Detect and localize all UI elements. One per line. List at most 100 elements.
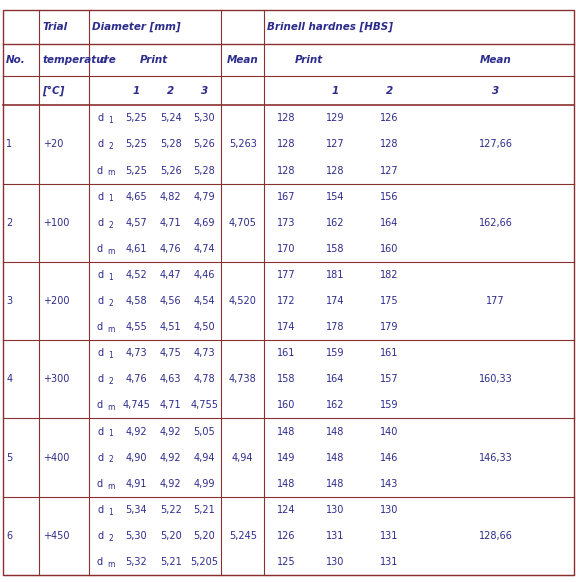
Text: 4,94: 4,94 xyxy=(232,453,253,463)
Text: 5,245: 5,245 xyxy=(229,531,257,541)
Text: 170: 170 xyxy=(277,244,295,254)
Text: 174: 174 xyxy=(277,322,295,332)
Text: 167: 167 xyxy=(277,191,295,202)
Text: 4,76: 4,76 xyxy=(126,374,147,384)
Text: 148: 148 xyxy=(326,478,344,489)
Text: 159: 159 xyxy=(380,400,399,410)
Text: 148: 148 xyxy=(277,427,295,436)
Text: +20: +20 xyxy=(43,140,63,150)
Text: 4,61: 4,61 xyxy=(126,244,147,254)
Text: 4,57: 4,57 xyxy=(126,218,147,228)
Text: 5: 5 xyxy=(6,453,13,463)
Text: 1: 1 xyxy=(108,116,113,125)
Text: 160: 160 xyxy=(380,244,399,254)
Text: d: d xyxy=(97,218,103,228)
Text: 4,73: 4,73 xyxy=(194,348,215,359)
Text: 1: 1 xyxy=(108,430,113,438)
Text: 128,66: 128,66 xyxy=(479,531,513,541)
Text: 4,69: 4,69 xyxy=(194,218,215,228)
Text: 128: 128 xyxy=(325,165,344,176)
Text: 4,520: 4,520 xyxy=(229,296,257,306)
Text: 162: 162 xyxy=(325,400,344,410)
Text: 4,755: 4,755 xyxy=(190,400,218,410)
Text: 177: 177 xyxy=(277,270,295,280)
Text: 4,92: 4,92 xyxy=(126,427,147,436)
Text: Print: Print xyxy=(295,55,324,65)
Text: +300: +300 xyxy=(43,374,69,384)
Text: 1: 1 xyxy=(6,140,13,150)
Text: 173: 173 xyxy=(277,218,295,228)
Text: 4,51: 4,51 xyxy=(160,322,181,332)
Text: 5,28: 5,28 xyxy=(194,165,215,176)
Text: 149: 149 xyxy=(277,453,295,463)
Text: m: m xyxy=(108,325,115,334)
Text: 154: 154 xyxy=(325,191,344,202)
Text: 162,66: 162,66 xyxy=(479,218,513,228)
Text: 148: 148 xyxy=(326,453,344,463)
Text: d: d xyxy=(97,478,103,489)
Text: 128: 128 xyxy=(277,165,295,176)
Text: 126: 126 xyxy=(277,531,295,541)
Text: 5,25: 5,25 xyxy=(126,165,147,176)
Text: 4,94: 4,94 xyxy=(194,453,215,463)
Text: 129: 129 xyxy=(325,113,344,123)
Text: 5,20: 5,20 xyxy=(160,531,181,541)
Text: 4,71: 4,71 xyxy=(160,400,181,410)
Text: 4,99: 4,99 xyxy=(194,478,215,489)
Text: 5,05: 5,05 xyxy=(194,427,215,436)
Text: 2: 2 xyxy=(386,86,393,96)
Text: 1: 1 xyxy=(108,273,113,282)
Text: 161: 161 xyxy=(277,348,295,359)
Text: d: d xyxy=(97,400,103,410)
Text: d: d xyxy=(97,113,103,123)
Text: 126: 126 xyxy=(380,113,399,123)
Text: 128: 128 xyxy=(277,113,295,123)
Text: 4,76: 4,76 xyxy=(160,244,181,254)
Text: m: m xyxy=(108,560,115,569)
Text: 4,74: 4,74 xyxy=(194,244,215,254)
Text: d: d xyxy=(97,557,103,567)
Text: d: d xyxy=(97,453,103,463)
Text: 5,20: 5,20 xyxy=(194,531,215,541)
Text: d: d xyxy=(97,531,103,541)
Text: 148: 148 xyxy=(326,427,344,436)
Text: 158: 158 xyxy=(325,244,344,254)
Text: 2: 2 xyxy=(167,86,175,96)
Text: 5,24: 5,24 xyxy=(160,113,181,123)
Text: 164: 164 xyxy=(380,218,399,228)
Text: 146,33: 146,33 xyxy=(479,453,513,463)
Text: d: d xyxy=(97,374,103,384)
Text: d: d xyxy=(97,165,103,176)
Text: d: d xyxy=(97,296,103,306)
Text: 4,73: 4,73 xyxy=(126,348,147,359)
Text: d: d xyxy=(97,191,103,202)
Text: 4,47: 4,47 xyxy=(160,270,181,280)
Text: 4,56: 4,56 xyxy=(160,296,181,306)
Text: 5,26: 5,26 xyxy=(194,140,215,150)
Text: 4,82: 4,82 xyxy=(160,191,181,202)
Text: 4,50: 4,50 xyxy=(194,322,215,332)
Text: 2: 2 xyxy=(108,456,113,464)
Text: 125: 125 xyxy=(277,557,295,567)
Text: 4,705: 4,705 xyxy=(229,218,257,228)
Text: 6: 6 xyxy=(6,531,13,541)
Text: Trial: Trial xyxy=(42,22,67,33)
Text: 4,92: 4,92 xyxy=(160,427,181,436)
Text: 4,92: 4,92 xyxy=(160,453,181,463)
Text: 181: 181 xyxy=(326,270,344,280)
Text: 140: 140 xyxy=(380,427,399,436)
Text: 182: 182 xyxy=(380,270,399,280)
Text: 178: 178 xyxy=(325,322,344,332)
Text: 174: 174 xyxy=(325,296,344,306)
Text: 148: 148 xyxy=(277,478,295,489)
Text: temperature: temperature xyxy=(42,55,116,65)
Text: d: d xyxy=(97,427,103,436)
Text: 1: 1 xyxy=(108,194,113,204)
Text: +200: +200 xyxy=(43,296,69,306)
Text: d: d xyxy=(97,140,103,150)
Text: 5,25: 5,25 xyxy=(126,140,147,150)
Text: Brinell hardnes [HBS]: Brinell hardnes [HBS] xyxy=(267,22,393,33)
Text: m: m xyxy=(108,247,115,255)
Text: 5,30: 5,30 xyxy=(194,113,215,123)
Text: 162: 162 xyxy=(325,218,344,228)
